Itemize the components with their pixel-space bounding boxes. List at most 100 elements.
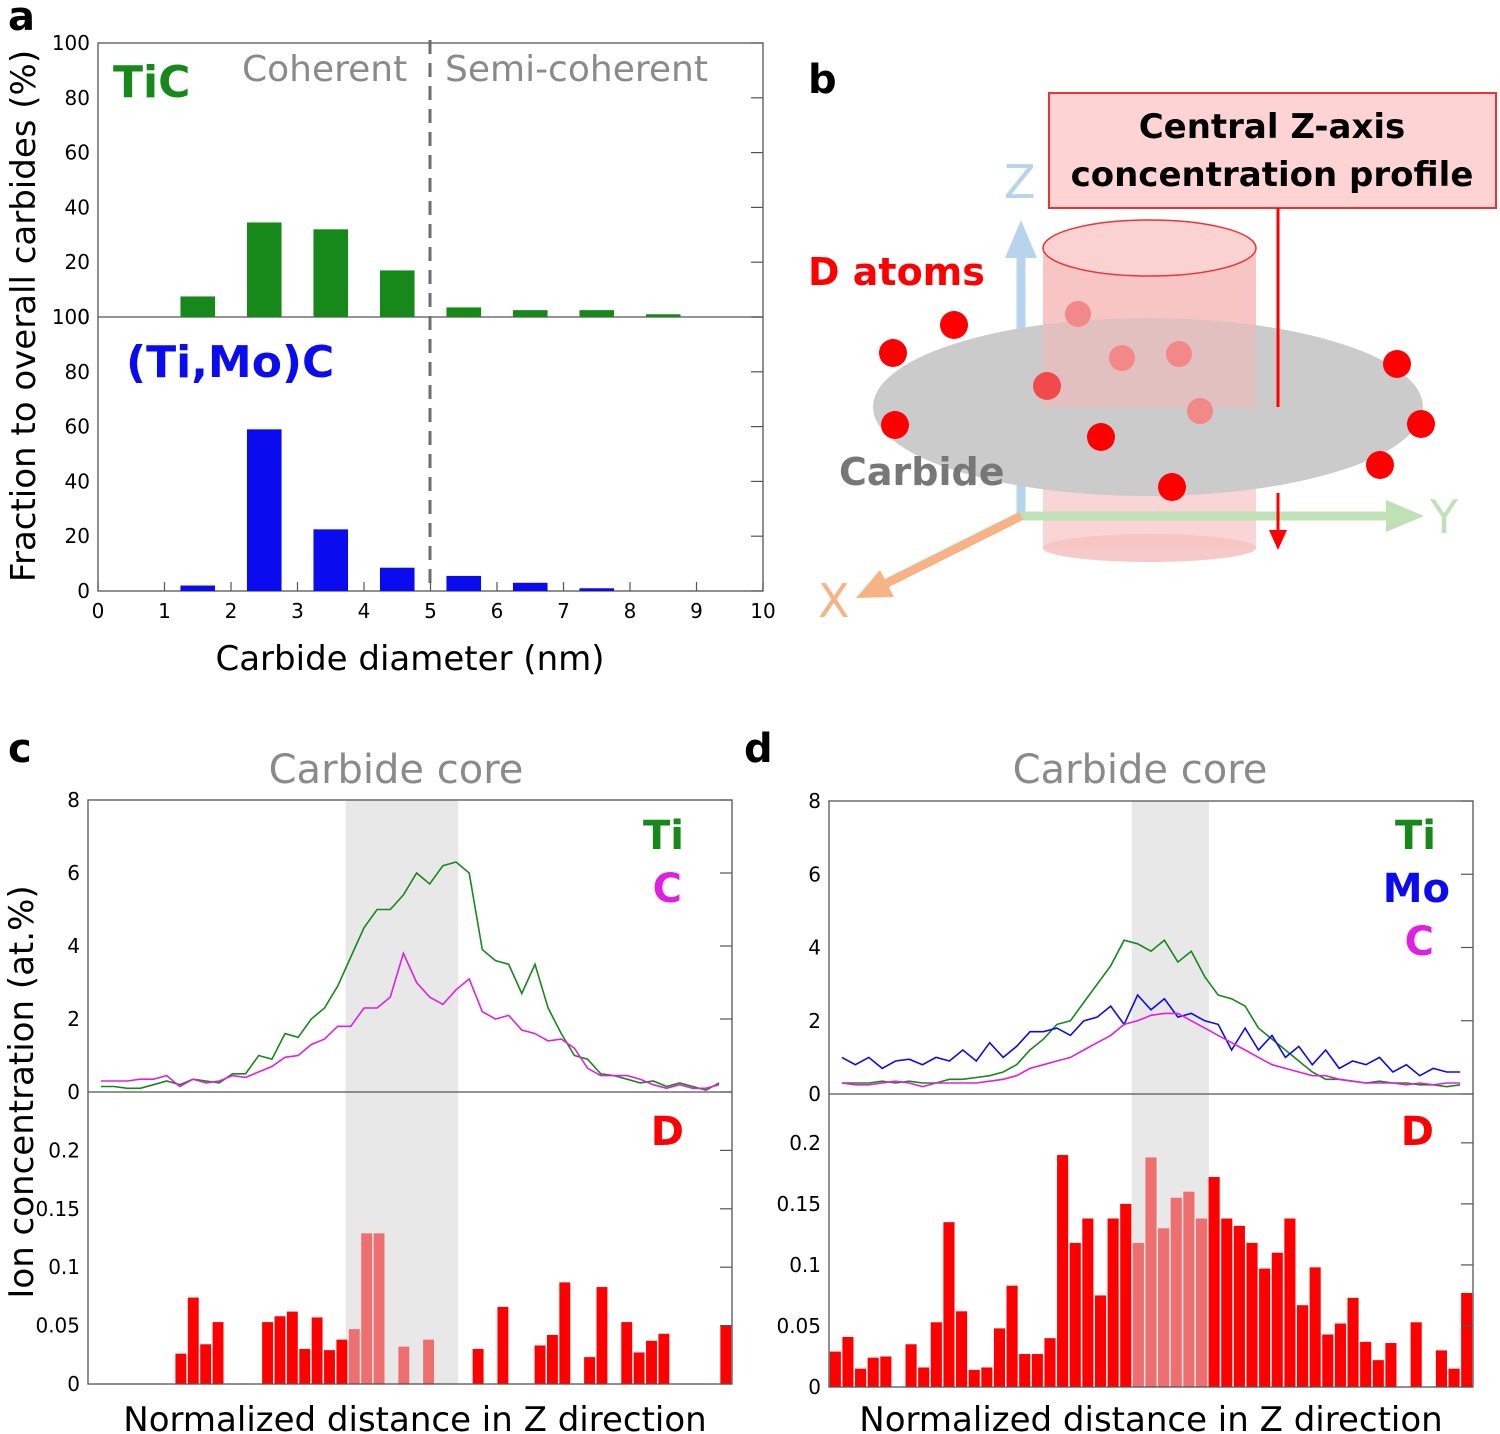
d-deuterium-bar <box>918 1367 930 1387</box>
z-axis-arrowhead <box>1005 220 1037 258</box>
d-deuterium-bar <box>1461 1292 1473 1387</box>
panel-label-d: d <box>744 726 773 772</box>
d-deuterium-bar <box>1145 1157 1157 1387</box>
c-bottom-y-tick-label: 0.05 <box>35 1314 80 1338</box>
d-atom <box>1383 350 1411 378</box>
d-x-label: Normalized distance in Z direction <box>859 1400 1442 1434</box>
c-deuterium-bar <box>348 1329 360 1384</box>
c-bottom-y-ticks: 0 0.05 0.1 0.15 0.2 <box>35 1138 732 1396</box>
c-deuterium-bar <box>373 1233 385 1384</box>
diameter-x-tick-label: 4 <box>358 599 371 623</box>
carbide-core-title-d: Carbide core <box>1013 747 1268 793</box>
timoc-y-tick-label: 20 <box>65 524 90 548</box>
d-atom-in-cylinder <box>1109 345 1135 371</box>
tic-bar <box>512 310 548 317</box>
panel-label-c: c <box>8 726 32 772</box>
d-deuterium-bar <box>1233 1225 1245 1387</box>
c-d-legend: D <box>651 1109 684 1155</box>
c-deuterium-bar <box>212 1322 224 1384</box>
d-deuterium-bar <box>1448 1368 1460 1387</box>
c-top-y-tick-label: 4 <box>67 934 80 958</box>
timoc-y-tick-label: 80 <box>65 360 90 384</box>
d-deuterium-bar <box>1221 1218 1233 1387</box>
d-deuterium-bar <box>993 1328 1006 1387</box>
c-deuterium-bar <box>398 1346 410 1384</box>
timoc-y-tick-label: 40 <box>65 469 90 493</box>
d-deuterium-bar <box>1246 1242 1258 1387</box>
d-atom <box>1366 451 1394 479</box>
d-deuterium-bar <box>1057 1155 1069 1387</box>
profile-callout-line1: Central Z-axis <box>1139 107 1406 147</box>
timoc-bar <box>579 588 615 591</box>
c-bottom-y-tick-label: 0 <box>67 1372 80 1396</box>
d-deuterium-bar <box>930 1322 942 1387</box>
d-deuterium-bar <box>1158 1228 1170 1387</box>
d-deuterium-bar <box>1183 1191 1195 1387</box>
diameter-x-tick-label: 2 <box>225 599 238 623</box>
c-deuterium-bar <box>262 1322 274 1384</box>
tic-bars <box>180 222 681 317</box>
d-bottom-y-tick-label: 0.2 <box>789 1131 821 1155</box>
y-axis-label: Y <box>1429 490 1459 544</box>
c-deuterium-bar <box>324 1350 335 1384</box>
d-atom <box>1033 372 1061 400</box>
c-deuterium-bar <box>175 1353 187 1384</box>
d-deuterium-bar <box>1082 1218 1094 1387</box>
d-deuterium-bar <box>1208 1177 1220 1387</box>
tic-y-ticks: 0 20 40 60 80 100 <box>52 31 763 329</box>
diameter-x-tick-label: 6 <box>491 599 504 623</box>
coherent-label: Coherent <box>242 49 407 90</box>
d-deuterium-bar <box>1284 1218 1296 1387</box>
d-c-line <box>841 1012 1461 1088</box>
x-axis-arrowhead <box>856 570 894 598</box>
timoc-bar <box>379 567 415 591</box>
c-bottom-y-tick-label: 0.1 <box>48 1255 80 1279</box>
profile-callout-box <box>1048 92 1497 209</box>
d-deuterium-bar <box>981 1367 993 1387</box>
d-deuterium-bar <box>880 1356 892 1387</box>
x-axis <box>882 511 1024 589</box>
d-deuterium-bar <box>956 1311 968 1387</box>
d-deuterium-bar <box>1094 1295 1107 1387</box>
d-deuterium-bar <box>1107 1218 1119 1387</box>
diameter-x-tick-label: 8 <box>624 599 637 623</box>
tic-bar <box>246 222 282 317</box>
c-deuterium-bar <box>646 1340 657 1384</box>
d-deuterium-bar <box>1322 1334 1334 1387</box>
diameter-x-tick-label: 1 <box>158 599 171 623</box>
d-top-y-tick-label: 6 <box>808 862 821 886</box>
d-top-y-ticks: 0 2 4 6 8 <box>808 789 1473 1106</box>
profile-arrowhead <box>1269 530 1287 550</box>
d-deuterium-bar <box>1271 1252 1283 1387</box>
tic-y-tick-label: 40 <box>65 195 90 219</box>
c-deuterium-bar <box>596 1287 608 1384</box>
d-deuterium-bar <box>1334 1323 1346 1387</box>
d-deuterium-bar <box>1120 1203 1132 1387</box>
c-deuterium-bar <box>299 1348 311 1384</box>
d-deuterium-bar <box>867 1357 879 1387</box>
z-axis-label: Z <box>1004 155 1036 209</box>
timoc-bar <box>180 585 216 591</box>
tic-bar <box>446 307 482 317</box>
d-deuterium-bar <box>1069 1242 1081 1387</box>
c-deuterium-bar <box>200 1344 212 1384</box>
d-deuterium-bar <box>1132 1242 1144 1387</box>
d-bottom-y-tick-label: 0.05 <box>776 1314 821 1338</box>
c-deuterium-bar <box>274 1316 286 1384</box>
diameter-x-tick-label: 9 <box>690 599 703 623</box>
d-atom-in-cylinder <box>1166 341 1192 367</box>
panel-label-a: a <box>8 0 35 40</box>
cylinder-bottom <box>1043 534 1256 562</box>
d-deuterium-bar <box>1360 1341 1372 1387</box>
d-deuterium-bar <box>1309 1267 1321 1387</box>
tic-y-tick-label: 0 <box>77 305 90 329</box>
c-deuterium-bar <box>361 1233 373 1384</box>
d-concentration-lines <box>841 939 1461 1088</box>
c-deuterium-bar <box>311 1317 323 1384</box>
c-deuterium-bar <box>286 1311 298 1384</box>
d-deuterium-bar <box>1296 1305 1309 1387</box>
tic-y-tick-label: 20 <box>65 250 90 274</box>
d-deuterium-bar <box>842 1336 854 1387</box>
